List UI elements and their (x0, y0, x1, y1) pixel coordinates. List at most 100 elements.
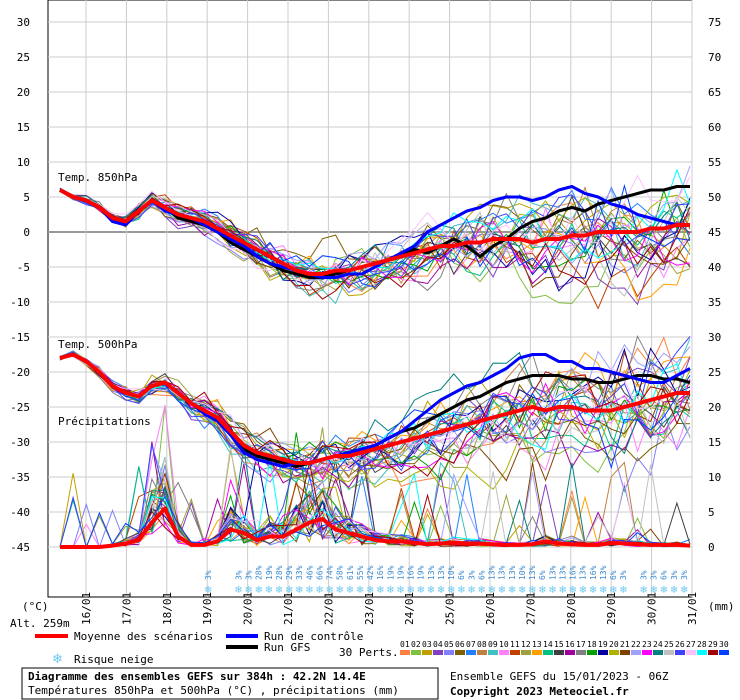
snow-risk-value: 55% (356, 565, 365, 580)
y-tick-right: 15 (708, 436, 721, 449)
y-tick-right: 55 (708, 156, 721, 169)
pert-legend-label: 19 (598, 640, 608, 649)
snow-flake-icon: ❄ (356, 585, 364, 596)
snow-flake-icon: ❄ (477, 585, 485, 596)
y-tick-right: 35 (708, 296, 721, 309)
x-tick-label: 30/01 (646, 592, 659, 625)
snow-risk-value: 19% (265, 565, 274, 580)
x-tick-label: 22/01 (322, 592, 335, 625)
panel-label-t500: Temp. 500hPa (58, 338, 137, 351)
pert-legend-label: 12 (521, 640, 531, 649)
snow-flake-icon: ❄ (488, 585, 496, 596)
y-tick-right: 5 (708, 506, 715, 519)
y-tick-left: -20 (10, 366, 30, 379)
y-tick-left: -30 (10, 436, 30, 449)
snow-risk-value: 6% (457, 570, 466, 580)
pert-legend-label: 01 (400, 640, 410, 649)
pert-legend-label: 16 (565, 640, 575, 649)
main-series-lines (59, 185, 691, 549)
snow-flake-icon: ❄ (407, 585, 415, 596)
pert-legend-label: 18 (587, 640, 597, 649)
snow-flake-icon: ❄ (447, 585, 455, 596)
y-tick-right: 0 (708, 541, 715, 554)
pert-legend-swatch (686, 650, 696, 655)
pert-legend-swatch (697, 650, 707, 655)
snow-flake-icon: ❄ (346, 585, 354, 596)
pert-legend-label: 27 (686, 640, 696, 649)
mean-line-t850 (59, 188, 690, 276)
snow-risk-value: 13% (427, 565, 436, 580)
legend-snow-label: Risque neige (74, 653, 153, 666)
panel-label-t850: Temp. 850hPa (58, 171, 137, 184)
pert-legend-swatch (521, 650, 531, 655)
pert-legend-swatch (444, 650, 454, 655)
snow-risk-value: 58% (336, 565, 345, 580)
snow-flake-icon: ❄ (427, 585, 435, 596)
y-tick-left: 10 (17, 156, 30, 169)
snow-flake-icon: ❄ (589, 585, 597, 596)
x-tick-label: 24/01 (403, 592, 416, 625)
x-tick-label: 18/01 (161, 592, 174, 625)
y-tick-left: -5 (17, 261, 30, 274)
pert-legend-swatch (433, 650, 443, 655)
pert-legend-swatch (499, 650, 509, 655)
pert-legend-swatch (510, 650, 520, 655)
pert-line-t850 (59, 188, 691, 310)
x-tick-label: 19/01 (201, 592, 214, 625)
pert-legend-label: 25 (664, 640, 674, 649)
snow-flake-icon: ❄ (467, 585, 475, 596)
pert-line-t500 (59, 353, 691, 474)
y-tick-right: 50 (708, 191, 721, 204)
snow-flake-icon: ❄ (498, 585, 506, 596)
snow-risk-value: 6% (660, 570, 669, 580)
y-tick-right: 20 (708, 401, 721, 414)
x-tick-label: 28/01 (565, 592, 578, 625)
pert-legend-swatch (598, 650, 608, 655)
pert-legend-swatch (719, 650, 729, 655)
snow-risk-value: 19% (386, 565, 395, 580)
snow-flake-icon: ❄ (295, 585, 303, 596)
snow-risk-value: 3% (680, 570, 689, 580)
snow-risk-value: 61% (346, 565, 355, 580)
snow-flake-icon: ❄ (548, 585, 556, 596)
pert-legend-label: 02 (411, 640, 421, 649)
y-tick-right: 45 (708, 226, 721, 239)
pert-legend-swatch (532, 650, 542, 655)
y-tick-left: 20 (17, 86, 30, 99)
pert-line-t500 (59, 343, 691, 473)
mean-line-t500 (59, 352, 690, 465)
pert-legend-label: 26 (675, 640, 685, 649)
snow-risk-value: 16% (376, 565, 385, 580)
pert-legend-swatch (488, 650, 498, 655)
pert-legend-swatch (576, 650, 586, 655)
snow-flake-icon: ❄ (670, 585, 678, 596)
snow-risk-value: 66% (315, 565, 324, 580)
pert-legend-swatch (455, 650, 465, 655)
y-tick-right: 40 (708, 261, 721, 274)
legend-mean-label: Moyenne des scénarios (74, 630, 213, 643)
y-tick-right: 75 (708, 16, 721, 29)
pert-line-t850 (59, 174, 691, 284)
y-tick-left: -25 (10, 401, 30, 414)
snow-flake-icon: ❄ (305, 585, 313, 596)
pert-legend-swatch (642, 650, 652, 655)
snow-flake-icon: ❄ (619, 585, 627, 596)
pert-line-t850 (59, 190, 691, 297)
pert-legend-label: 06 (455, 640, 465, 649)
snow-risk-value: 10% (518, 565, 527, 580)
mean-line-precip (60, 506, 691, 549)
snow-risk-value: 19% (417, 565, 426, 580)
y-tick-right: 65 (708, 86, 721, 99)
snow-flake-icon: ❄ (336, 585, 344, 596)
legend-gfs-label: Run GFS (264, 641, 310, 654)
snow-risk-value: 13% (558, 565, 567, 580)
chart-title: Diagramme des ensembles GEFS sur 384h : … (28, 670, 366, 683)
snow-flake-icon: ❄ (245, 585, 253, 596)
pert-legend-swatch (422, 650, 432, 655)
pert-legend-swatch (543, 650, 553, 655)
x-tick-label: 17/01 (120, 592, 133, 625)
snow-flake-icon: ❄ (386, 585, 394, 596)
legend-snow-icon: ❄ (52, 652, 63, 667)
